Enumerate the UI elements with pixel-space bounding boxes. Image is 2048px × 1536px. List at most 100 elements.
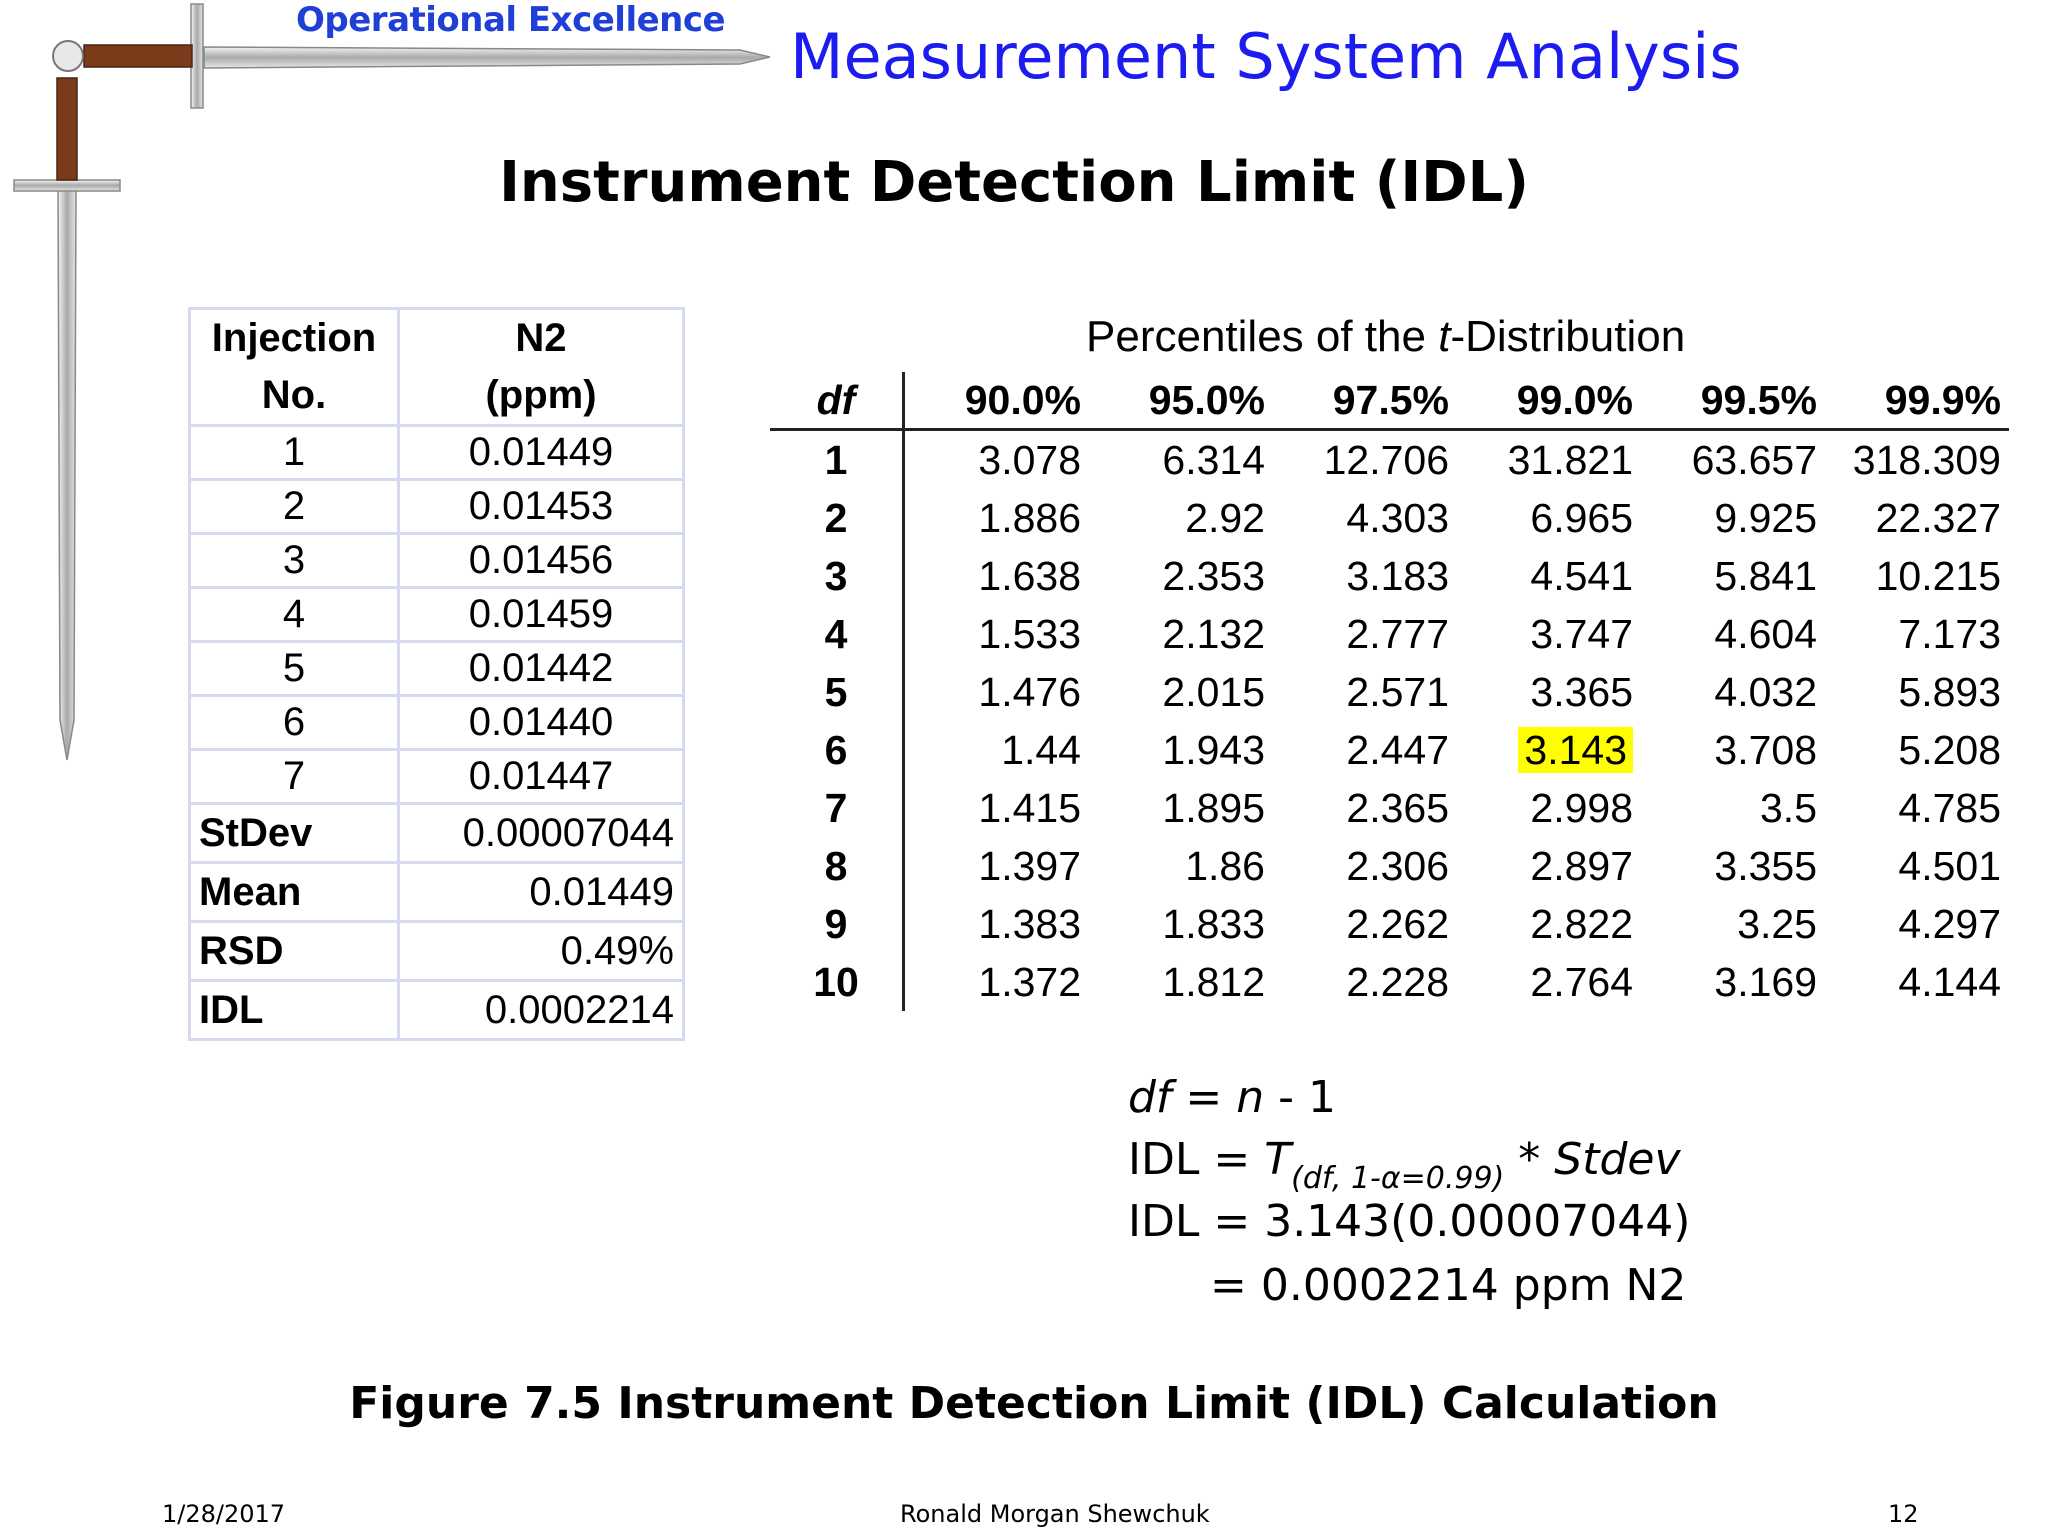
injection-no-cell: 3 [188, 532, 400, 589]
stat-label: StDev [188, 802, 400, 864]
t-value-cell: 3.5 [1760, 784, 1817, 831]
t-value-cell: 3.25 [1737, 900, 1817, 947]
formula-var: df [1128, 1072, 1172, 1123]
n2-value-cell: 0.01459 [397, 586, 685, 643]
t-value-cell: 2.897 [1530, 842, 1633, 889]
stat-value: 0.49% [397, 920, 685, 982]
n2-value-cell: 0.01456 [397, 532, 685, 589]
caption-t: t [1438, 312, 1451, 361]
table-row: 4 0.01459 [188, 586, 685, 643]
n2-value-cell: 0.01447 [397, 748, 685, 805]
table-row: 8 1.397 1.86 2.306 2.897 3.355 4.501 [770, 837, 2009, 895]
stat-value: 0.01449 [397, 861, 685, 923]
t-value-cell: 1.397 [978, 842, 1081, 889]
formula-idl-substitution: IDL = 3.143(0.00007044) [1128, 1196, 1691, 1247]
t-value-cell: 1.383 [978, 900, 1081, 947]
percentile-column-header: 99.0% [1457, 372, 1641, 431]
t-value-cell: 22.327 [1875, 494, 2001, 541]
df-cell: 2 [770, 489, 905, 547]
table-row: 5 1.476 2.015 2.571 3.365 4.032 5.893 [770, 663, 2009, 721]
t-value-cell: 1.943 [1162, 726, 1265, 773]
caption-part: Percentiles of the [1086, 312, 1439, 361]
df-cell: 10 [770, 953, 905, 1011]
stat-label: RSD [188, 920, 400, 982]
t-value-cell: 2.447 [1346, 726, 1449, 773]
t-value-cell: 12.706 [1323, 436, 1449, 483]
n2-value-cell: 0.01453 [397, 478, 685, 535]
t-value-cell: 5.893 [1898, 668, 2001, 715]
t-value-cell: 10.215 [1875, 552, 2001, 599]
df-cell: 3 [770, 547, 905, 605]
stat-label: Mean [188, 861, 400, 923]
t-value-cell: 2.365 [1346, 784, 1449, 831]
injection-no-cell: 6 [188, 694, 400, 751]
t-value-cell: 2.764 [1530, 958, 1633, 1005]
t-value-cell: 3.365 [1530, 668, 1633, 715]
t-value-cell: 1.415 [978, 784, 1081, 831]
percentile-column-header: 99.5% [1641, 372, 1825, 431]
t-value-cell: 6.965 [1530, 494, 1633, 541]
formula-var: * Stdev [1504, 1134, 1681, 1185]
slide-title: Instrument Detection Limit (IDL) [0, 150, 2048, 215]
t-value-cell: 1.44 [1001, 726, 1081, 773]
df-cell: 9 [770, 895, 905, 953]
t-value-cell: 3.183 [1346, 552, 1449, 599]
brand-label: Operational Excellence [296, 0, 726, 40]
t-value-cell: 3.169 [1714, 958, 1817, 1005]
t-value-cell: 4.785 [1898, 784, 2001, 831]
t-value-cell: 1.638 [978, 552, 1081, 599]
df-cell: 7 [770, 779, 905, 837]
t-table-header-row: df 90.0% 95.0% 97.5% 99.0% 99.5% 99.9% [770, 372, 2009, 431]
highlighted-t-value: 3.143 [1518, 726, 1633, 773]
t-value-cell: 31.821 [1507, 436, 1633, 483]
table-row: 6 1.44 1.943 2.447 3.143 3.708 5.208 [770, 721, 2009, 779]
formula-idl-result: = 0.0002214 ppm N2 [1210, 1260, 1687, 1311]
n2-value-cell: 0.01442 [397, 640, 685, 697]
figure-caption: Figure 7.5 Instrument Detection Limit (I… [0, 1378, 2048, 1429]
t-value-cell: 7.173 [1898, 610, 2001, 657]
t-value-cell: 4.604 [1714, 610, 1817, 657]
percentile-column-header: 97.5% [1273, 372, 1457, 431]
formula-part: IDL = [1128, 1134, 1265, 1185]
stat-row-stdev: StDev 0.00007044 [188, 802, 685, 864]
t-value-cell: 6.314 [1162, 436, 1265, 483]
header-line: Injection [211, 316, 377, 360]
percentile-column-header: 95.0% [1089, 372, 1273, 431]
header-line: (ppm) [485, 373, 597, 417]
footer-date: 1/28/2017 [162, 1500, 286, 1528]
t-value-cell: 1.886 [978, 494, 1081, 541]
formula-subscript: (df, 1-α=0.99) [1291, 1161, 1505, 1196]
stat-row-idl: IDL 0.0002214 [188, 979, 685, 1041]
formula-var: n [1236, 1072, 1265, 1123]
table-row: 5 0.01442 [188, 640, 685, 697]
percentile-column-header: 90.0% [903, 372, 1089, 431]
t-value-cell: 3.747 [1530, 610, 1633, 657]
table-row: 4 1.533 2.132 2.777 3.747 4.604 7.173 [770, 605, 2009, 663]
t-value-cell: 2.777 [1346, 610, 1449, 657]
t-value-cell: 2.353 [1162, 552, 1265, 599]
df-column-header: df [770, 372, 905, 431]
injection-no-cell: 1 [188, 424, 400, 481]
t-value-cell: 318.309 [1852, 436, 2001, 483]
t-value-cell: 1.812 [1162, 958, 1265, 1005]
caption-part: -Distribution [1450, 312, 1686, 361]
percentile-column-header: 99.9% [1825, 372, 2009, 431]
header-n2-ppm: N2 (ppm) [397, 307, 685, 427]
table-row: 6 0.01440 [188, 694, 685, 751]
stat-value: 0.00007044 [397, 802, 685, 864]
df-cell: 6 [770, 721, 905, 779]
footer-author: Ronald Morgan Shewchuk [900, 1500, 1210, 1528]
t-value-cell: 5.208 [1898, 726, 2001, 773]
t-value-cell: 4.032 [1714, 668, 1817, 715]
t-value-cell: 2.822 [1530, 900, 1633, 947]
stat-row-mean: Mean 0.01449 [188, 861, 685, 923]
table-row: 9 1.383 1.833 2.262 2.822 3.25 4.297 [770, 895, 2009, 953]
t-value-cell: 1.895 [1162, 784, 1265, 831]
df-cell: 8 [770, 837, 905, 895]
figure-caption-text: Figure 7.5 Instrument Detection Limit (I… [349, 1378, 1719, 1429]
t-value-cell: 2.262 [1346, 900, 1449, 947]
t-value-cell: 4.541 [1530, 552, 1633, 599]
table-row: 7 1.415 1.895 2.365 2.998 3.5 4.785 [770, 779, 2009, 837]
df-cell: 1 [770, 429, 905, 489]
table-row: 2 1.886 2.92 4.303 6.965 9.925 22.327 [770, 489, 2009, 547]
